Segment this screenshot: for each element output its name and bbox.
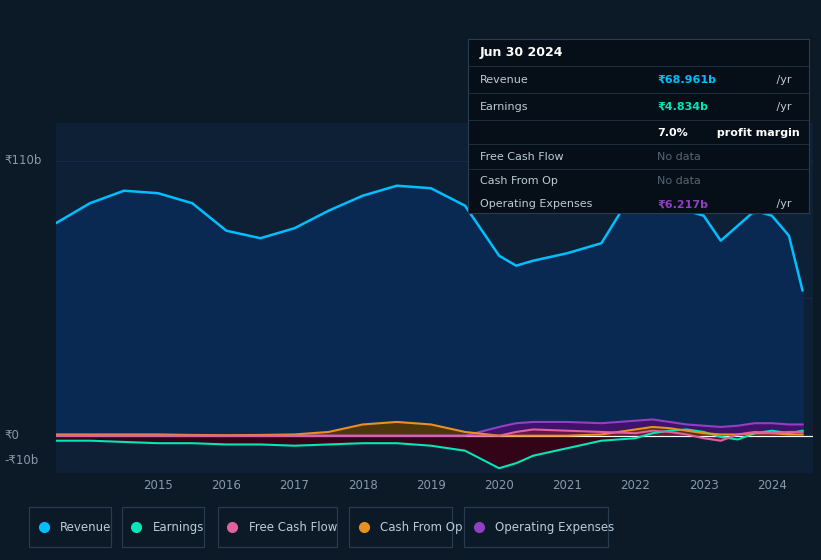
Text: ₹6.217b: ₹6.217b	[657, 199, 708, 209]
Text: /yr: /yr	[773, 75, 791, 85]
Text: Cash From Op: Cash From Op	[480, 176, 557, 186]
Text: Operating Expenses: Operating Expenses	[480, 199, 592, 209]
Text: Jun 30 2024: Jun 30 2024	[480, 46, 563, 59]
Text: Operating Expenses: Operating Expenses	[495, 521, 614, 534]
Text: profit margin: profit margin	[713, 128, 800, 138]
Text: ₹110b: ₹110b	[4, 154, 42, 167]
Text: Revenue: Revenue	[480, 75, 529, 85]
Text: ₹68.961b: ₹68.961b	[657, 75, 716, 85]
Text: ₹4.834b: ₹4.834b	[657, 102, 708, 112]
Text: /yr: /yr	[773, 102, 791, 112]
Text: -₹10b: -₹10b	[4, 454, 39, 467]
Text: Free Cash Flow: Free Cash Flow	[480, 152, 563, 162]
Text: Cash From Op: Cash From Op	[380, 521, 462, 534]
Text: ₹0: ₹0	[4, 429, 19, 442]
Text: Earnings: Earnings	[153, 521, 204, 534]
Text: /yr: /yr	[773, 199, 791, 209]
Text: No data: No data	[657, 176, 701, 186]
Text: Earnings: Earnings	[480, 102, 529, 112]
Text: Free Cash Flow: Free Cash Flow	[249, 521, 337, 534]
Text: 7.0%: 7.0%	[657, 128, 688, 138]
Text: Revenue: Revenue	[60, 521, 112, 534]
Text: No data: No data	[657, 152, 701, 162]
